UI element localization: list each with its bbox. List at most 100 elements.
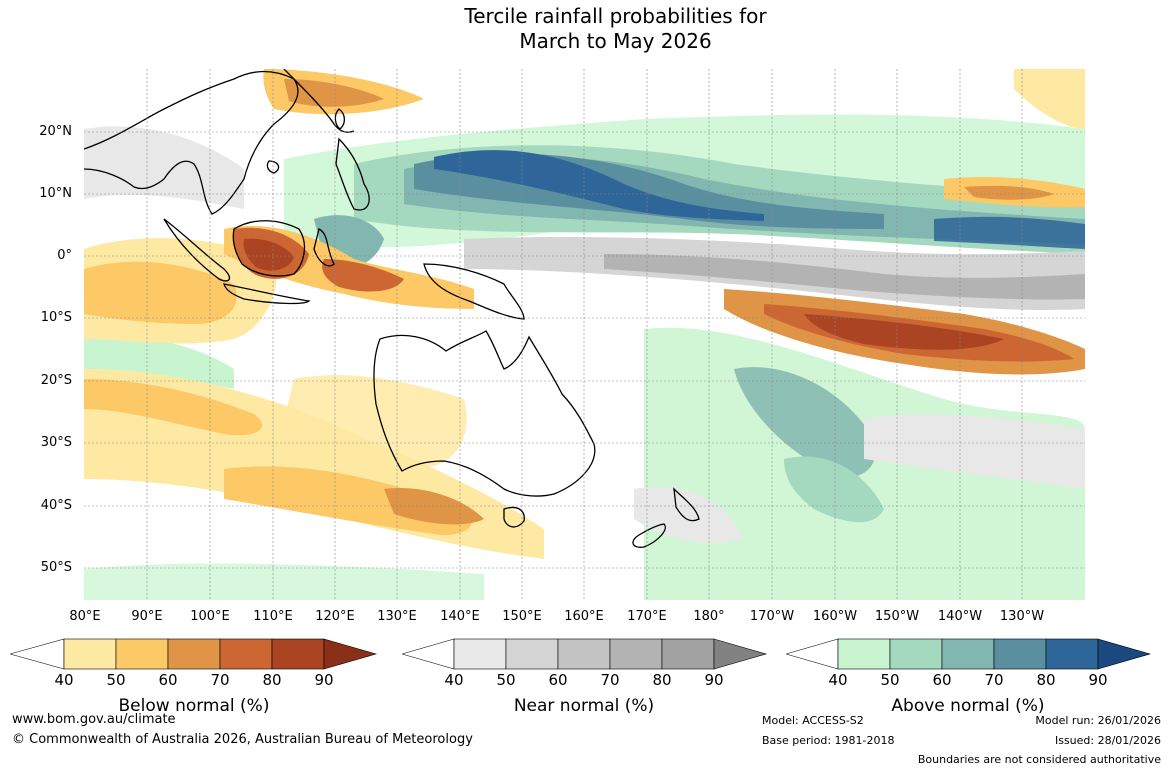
footer-disclaimer: Boundaries are not considered authoritat… bbox=[917, 753, 1161, 766]
below-tick-50: 50 bbox=[106, 671, 126, 689]
below-cb-70 bbox=[167, 638, 221, 670]
near-tasman bbox=[634, 486, 744, 543]
title-line-2: March to May 2026 bbox=[519, 29, 712, 53]
lon-label-180: 180° bbox=[693, 609, 725, 624]
near-tick-40: 40 bbox=[444, 671, 464, 689]
above-cb-60 bbox=[889, 638, 943, 670]
above-west-indian-ocean bbox=[84, 336, 234, 389]
near-normal-title: Near normal (%) bbox=[513, 696, 655, 716]
near-tick-90: 90 bbox=[704, 671, 724, 689]
map-canvas bbox=[84, 69, 1085, 600]
lat-label-30s: 30°S bbox=[40, 435, 72, 450]
above-cb-tri-right bbox=[1097, 638, 1152, 670]
below-borneo-core-2 bbox=[243, 238, 294, 271]
footer-issued: Issued: 28/01/2026 bbox=[1054, 734, 1161, 747]
new-guinea-coastline bbox=[423, 263, 525, 320]
below-tick-70: 70 bbox=[210, 671, 230, 689]
above-south-patch bbox=[84, 563, 484, 600]
above-normal-colorbar bbox=[786, 638, 1152, 670]
near-normal-colorbar bbox=[402, 638, 768, 670]
footer-model: Model: ACCESS-S2 bbox=[762, 714, 864, 727]
java-coastline bbox=[223, 283, 311, 305]
australia-coastline bbox=[373, 330, 596, 497]
lon-label-140w: 140°W bbox=[937, 609, 983, 624]
above-90-band bbox=[434, 150, 764, 221]
lon-label-120e: 120°E bbox=[315, 609, 355, 624]
lon-label-140e: 140°E bbox=[440, 609, 480, 624]
taiwan-coastline bbox=[334, 108, 346, 130]
near-normal-regions bbox=[84, 126, 1085, 543]
near-cb-60 bbox=[505, 638, 559, 670]
near-cb-80 bbox=[609, 638, 663, 670]
china-coastline bbox=[283, 69, 355, 133]
lon-label-150e: 150°E bbox=[502, 609, 542, 624]
below-south-pacific-core bbox=[804, 314, 1004, 350]
below-indian-ocean-2 bbox=[84, 261, 237, 324]
above-tick-70: 70 bbox=[984, 671, 1004, 689]
near-cb-90 bbox=[661, 638, 715, 670]
above-cb-70 bbox=[941, 638, 995, 670]
lat-label-10n: 10°N bbox=[39, 186, 72, 201]
above-normal-title: Above normal (%) bbox=[891, 696, 1045, 716]
below-normal-regions bbox=[84, 69, 1085, 559]
above-tick-80: 80 bbox=[1036, 671, 1056, 689]
below-cb-80 bbox=[219, 638, 273, 670]
near-cb-tri-left bbox=[402, 638, 455, 670]
below-east-tail bbox=[1014, 69, 1085, 129]
lat-label-20n: 20°N bbox=[39, 124, 72, 139]
below-tick-40: 40 bbox=[54, 671, 74, 689]
near-tick-60: 60 bbox=[548, 671, 568, 689]
lat-label-10s: 10°S bbox=[40, 310, 72, 325]
lon-label-110e: 110°E bbox=[253, 609, 293, 624]
near-indian-ocean bbox=[84, 126, 244, 209]
below-south-indian-2 bbox=[84, 379, 263, 436]
lon-label-160e: 160°E bbox=[564, 609, 604, 624]
below-tick-80: 80 bbox=[262, 671, 282, 689]
lon-label-130w: 130°W bbox=[999, 609, 1045, 624]
lat-label-50s: 50°S bbox=[40, 560, 72, 575]
coastlines bbox=[84, 69, 700, 548]
hainan-coastline bbox=[266, 160, 280, 174]
above-tick-40: 40 bbox=[828, 671, 848, 689]
rainfall-probability-map bbox=[84, 69, 1085, 600]
above-cb-50 bbox=[837, 638, 891, 670]
below-cb-60 bbox=[115, 638, 169, 670]
above-normal-regions bbox=[84, 114, 1085, 600]
near-equatorial-band-dark bbox=[604, 254, 1085, 300]
below-tick-90: 90 bbox=[314, 671, 334, 689]
below-sulawesi-core bbox=[322, 259, 404, 292]
new-zealand-north bbox=[673, 487, 700, 522]
above-cb-90 bbox=[1045, 638, 1099, 670]
below-normal-colorbar bbox=[10, 638, 378, 670]
near-tick-80: 80 bbox=[652, 671, 672, 689]
near-south-pacific bbox=[864, 414, 1085, 489]
philippines-coastline bbox=[335, 137, 370, 211]
above-cb-tri-left bbox=[786, 638, 839, 670]
lon-label-100e: 100°E bbox=[190, 609, 230, 624]
lon-label-170w: 170°W bbox=[749, 609, 795, 624]
footer-url: www.bom.gov.au/climate bbox=[12, 712, 176, 727]
below-cb-tri-left bbox=[10, 638, 65, 670]
above-east-pacific-band bbox=[934, 216, 1085, 249]
near-cb-50 bbox=[453, 638, 507, 670]
title-line-1: Tercile rainfall probabilities for bbox=[464, 4, 767, 28]
lon-label-150w: 150°W bbox=[874, 609, 920, 624]
below-tick-60: 60 bbox=[158, 671, 178, 689]
chart-title: Tercile rainfall probabilities for March… bbox=[0, 4, 1173, 54]
sumatra-coastline bbox=[163, 218, 231, 282]
footer-model-run: Model run: 26/01/2026 bbox=[1035, 714, 1161, 727]
footer-base-period: Base period: 1981-2018 bbox=[762, 734, 895, 747]
lon-label-90e: 90°E bbox=[131, 609, 163, 624]
above-tick-60: 60 bbox=[932, 671, 952, 689]
near-tick-50: 50 bbox=[496, 671, 516, 689]
above-tick-90: 90 bbox=[1088, 671, 1108, 689]
lat-label-40s: 40°S bbox=[40, 498, 72, 513]
tasmania-coastline bbox=[503, 506, 525, 528]
below-se-asia-north-2 bbox=[284, 79, 384, 107]
near-cb-70 bbox=[557, 638, 611, 670]
above-cb-80 bbox=[993, 638, 1047, 670]
below-cb-tri-right bbox=[323, 638, 378, 670]
lon-label-130e: 130°E bbox=[377, 609, 417, 624]
lon-label-160w: 160°W bbox=[812, 609, 858, 624]
below-cb-50 bbox=[63, 638, 117, 670]
